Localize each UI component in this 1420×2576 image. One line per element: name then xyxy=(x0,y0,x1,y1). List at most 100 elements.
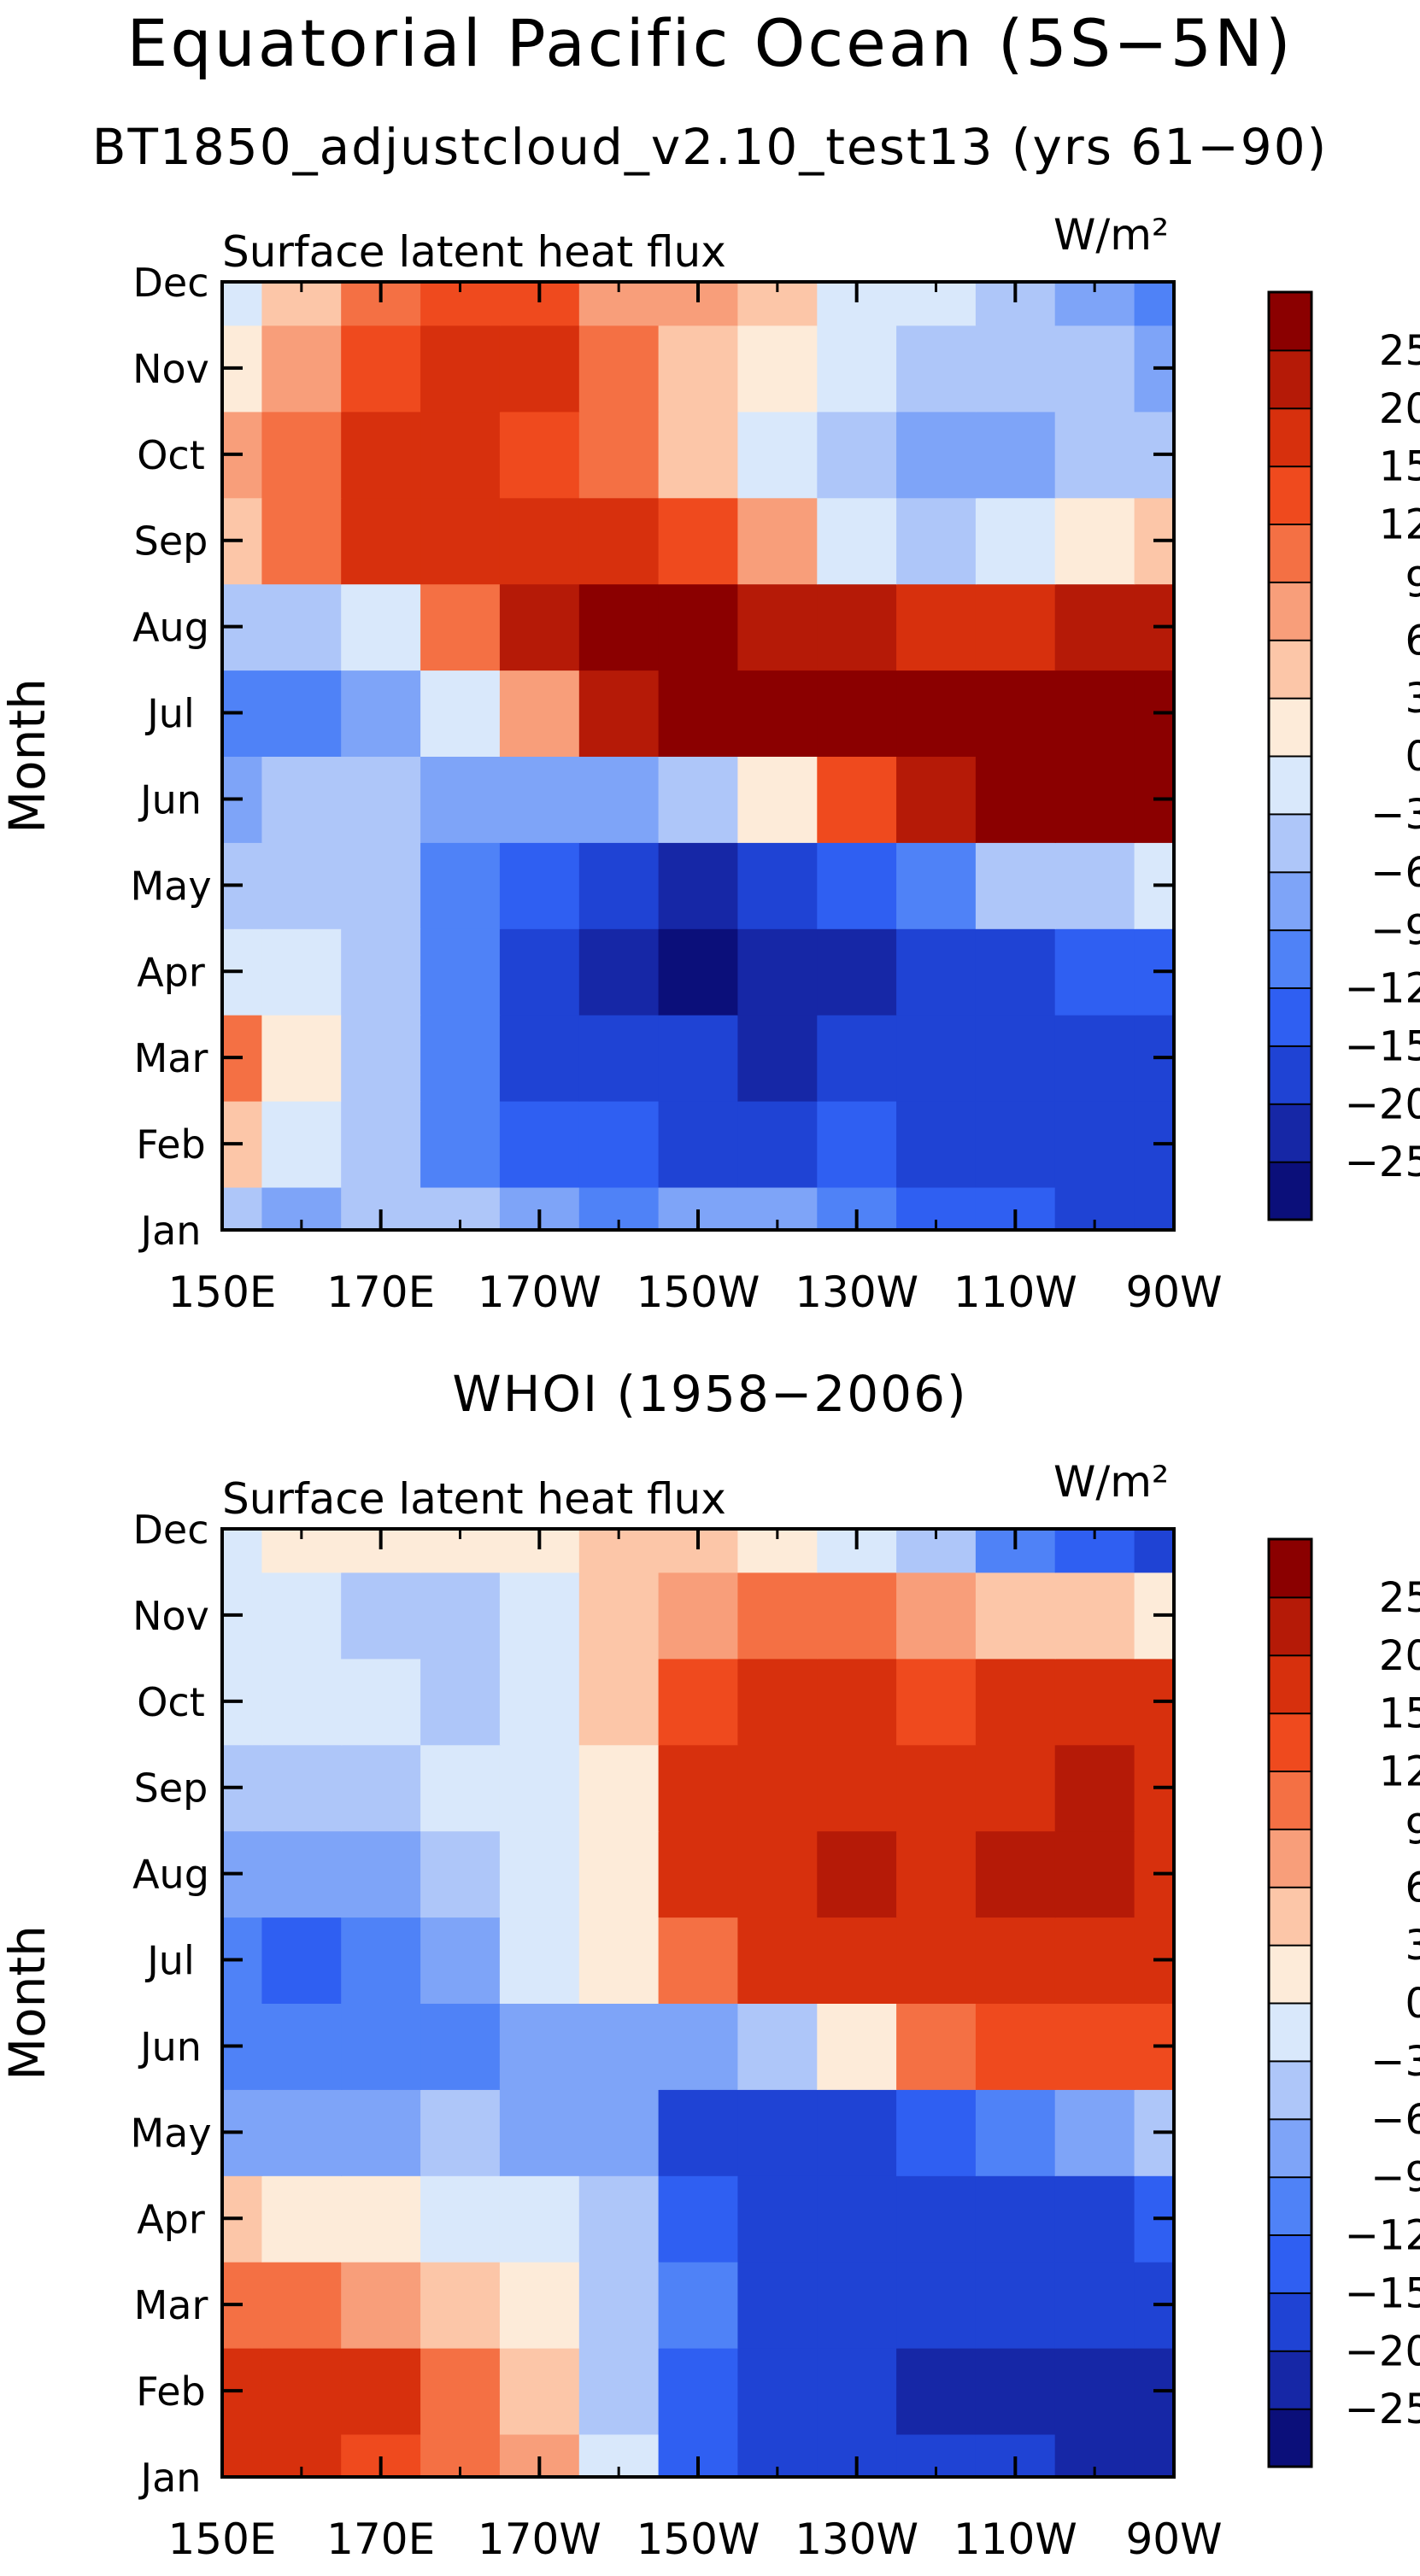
heatmap-cell xyxy=(817,411,898,499)
colorbar-segment xyxy=(1268,697,1312,758)
y-tick-label: Nov xyxy=(132,346,209,392)
colorbar-segment xyxy=(1268,2292,1312,2352)
heatmap-cell xyxy=(737,1014,819,1102)
heatmap-cell xyxy=(737,2003,819,2090)
heatmap-cell xyxy=(737,325,819,413)
colorbar-label: 20 xyxy=(1379,385,1420,433)
heatmap-cell xyxy=(1134,2433,1174,2477)
heatmap-cell xyxy=(499,2347,580,2435)
colorbar-segment xyxy=(1268,1045,1312,1105)
x-tick-label: 110W xyxy=(954,2515,1077,2564)
heatmap-cell xyxy=(817,2175,898,2263)
heatmap-cell xyxy=(341,1100,421,1188)
heatmap-cell xyxy=(658,1658,739,1746)
heatmap-cell xyxy=(737,928,819,1016)
heatmap-cell xyxy=(658,1830,739,1918)
heatmap-cell xyxy=(658,670,739,757)
heatmap-cell xyxy=(658,2175,739,2263)
heatmap-cell xyxy=(341,841,421,929)
heatmap-cell xyxy=(817,1014,898,1102)
heatmap-cell xyxy=(420,2261,501,2349)
colorbar-label: 25 xyxy=(1379,327,1420,375)
heatmap-cell xyxy=(737,670,819,757)
panel1-title: BT1850_adjustcloud_v2.10_test13 (yrs 61−… xyxy=(91,118,1329,176)
heatmap-cell xyxy=(817,928,898,1016)
heatmap-cell xyxy=(261,670,343,757)
colorbar-segment xyxy=(1268,581,1312,641)
heatmap-cell xyxy=(658,1014,739,1102)
y-tick-label: Mar xyxy=(134,2282,208,2328)
heatmap-cell xyxy=(499,1744,580,1832)
heatmap-cell xyxy=(975,411,1056,499)
heatmap-cell xyxy=(578,2261,660,2349)
colorbar-label: −15 xyxy=(1345,1022,1420,1070)
colorbar-segment xyxy=(1268,1828,1312,1888)
heatmap-cell xyxy=(658,411,739,499)
heatmap-cell xyxy=(420,1830,501,1918)
heatmap-cell xyxy=(817,1830,898,1918)
heatmap-cell xyxy=(341,497,421,585)
colorbar-label: −6 xyxy=(1370,2096,1420,2144)
heatmap-cell xyxy=(420,1014,501,1102)
heatmap-cell xyxy=(341,2261,421,2349)
heatmap-cell xyxy=(341,1658,421,1746)
heatmap xyxy=(222,1529,1174,2477)
colorbar-segment xyxy=(1268,1944,1312,2005)
heatmap-cell xyxy=(420,1572,501,1660)
heatmap-cell xyxy=(261,2003,343,2090)
y-tick-label: Feb xyxy=(136,1121,205,1168)
colorbar-label: 3 xyxy=(1405,675,1420,723)
colorbar-segment xyxy=(1268,2350,1312,2410)
heatmap-cell xyxy=(658,841,739,929)
heatmap-cell xyxy=(975,1917,1056,2004)
heatmap-cell xyxy=(896,1572,977,1660)
heatmap-cell xyxy=(1054,928,1135,1016)
heatmap-cell xyxy=(499,1014,580,1102)
heatmap-cell xyxy=(896,2088,977,2176)
colorbar-segment xyxy=(1268,812,1312,874)
x-tick-label: 150E xyxy=(167,2515,276,2564)
heatmap-cell xyxy=(420,325,501,413)
y-tick-label: Nov xyxy=(132,1593,209,1639)
heatmap-cell xyxy=(420,1658,501,1746)
heatmap-cell xyxy=(737,1744,819,1832)
main-title: Equatorial Pacific Ocean (5S−5N) xyxy=(126,5,1294,81)
y-tick-label: Feb xyxy=(136,2368,205,2415)
heatmap-cell xyxy=(817,670,898,757)
colorbar-label: −20 xyxy=(1345,2327,1420,2375)
heatmap-cell xyxy=(578,841,660,929)
y-tick-label: Oct xyxy=(137,432,205,478)
colorbar-label: 0 xyxy=(1405,733,1420,781)
heatmap-cell xyxy=(658,2347,739,2435)
heatmap-cell xyxy=(975,1572,1056,1660)
colorbar-label: 15 xyxy=(1379,443,1420,491)
colorbar-label: −12 xyxy=(1345,2212,1420,2260)
heatmap-cell xyxy=(578,1100,660,1188)
heatmap-cell xyxy=(578,1572,660,1660)
colorbar-segment xyxy=(1268,1538,1312,1599)
heatmap-cell xyxy=(420,756,501,843)
heatmap-cell xyxy=(1054,497,1135,585)
x-tick-label: 150W xyxy=(637,1268,760,1317)
heatmap-cell xyxy=(817,583,898,671)
heatmap-cell xyxy=(261,1572,343,1660)
heatmap-cell xyxy=(817,2003,898,2090)
heatmap-cell xyxy=(1054,1917,1135,2004)
heatmap-cell xyxy=(896,2175,977,2263)
panel-1-chart: Jan Feb Mar Apr May Jun Jul Aug Sep Oct Nov Dec 150E… xyxy=(0,210,1420,1317)
heatmap-cell xyxy=(896,2003,977,2090)
heatmap-cell xyxy=(975,1830,1056,1918)
heatmap-cell xyxy=(578,2175,660,2263)
heatmap-cell xyxy=(975,497,1056,585)
heatmap-cell xyxy=(1054,2088,1135,2176)
heatmap-cell xyxy=(420,2175,501,2263)
heatmap-cell xyxy=(737,2175,819,2263)
x-tick-label: 90W xyxy=(1125,1268,1222,1317)
colorbar-segment xyxy=(1268,1103,1312,1163)
heatmap-cell xyxy=(261,1744,343,1832)
heatmap-cell xyxy=(737,497,819,585)
heatmap-cell xyxy=(341,928,421,1016)
colorbar-segment xyxy=(1268,2059,1312,2121)
y-axis-title: Month xyxy=(0,1925,56,2081)
y-tick-label: Dec xyxy=(132,260,208,306)
